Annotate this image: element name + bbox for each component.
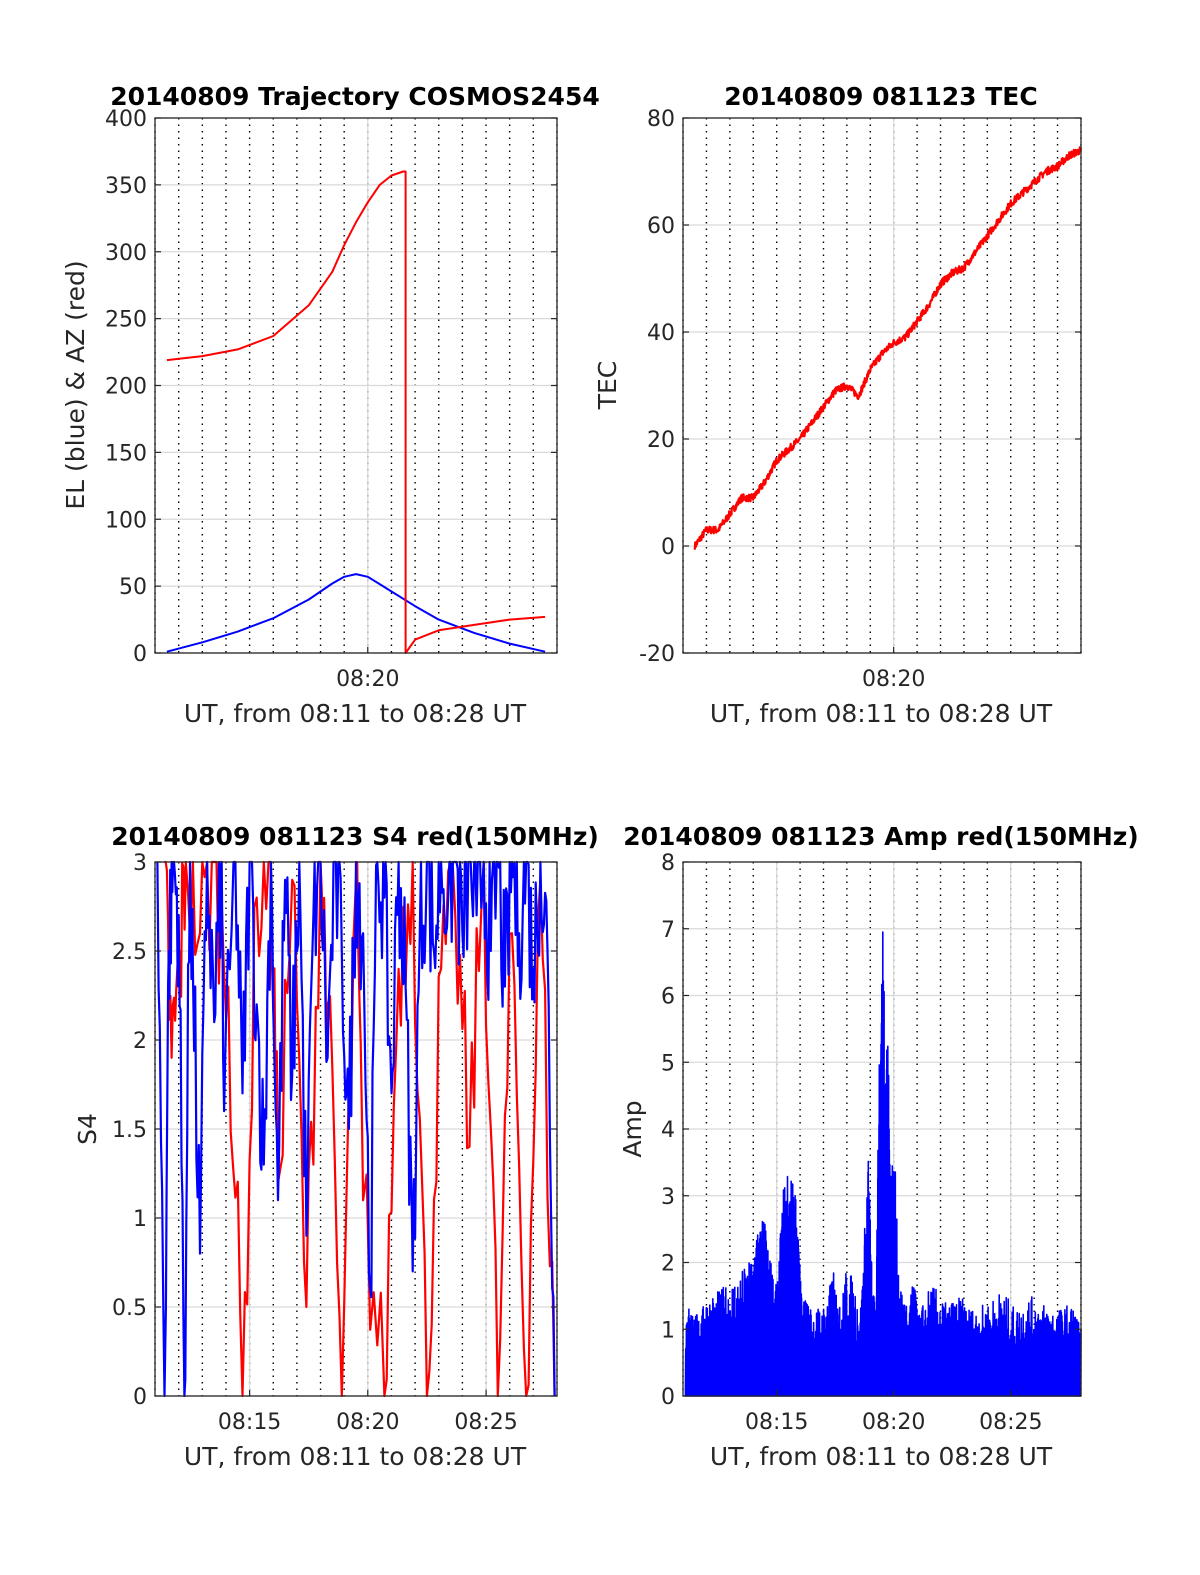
y-tick-label: 40 bbox=[647, 321, 675, 346]
y-tick-label: 0 bbox=[133, 1385, 147, 1410]
trajectory-title: 20140809 Trajectory COSMOS2454 bbox=[110, 82, 600, 111]
y-tick-label: 2 bbox=[661, 1252, 675, 1277]
y-tick-label: 0 bbox=[661, 535, 675, 560]
x-tick-label: 08:15 bbox=[218, 1410, 281, 1435]
y-tick-label: 80 bbox=[647, 107, 675, 132]
s4-y-axis-label: S4 bbox=[73, 1113, 102, 1145]
x-tick-label: 08:20 bbox=[862, 667, 925, 692]
x-tick-label: 08:15 bbox=[745, 1410, 808, 1435]
tec-y-axis-label: TEC bbox=[593, 361, 622, 411]
y-tick-label: 200 bbox=[105, 375, 147, 400]
y-tick-label: 400 bbox=[105, 107, 147, 132]
y-tick-label: 8 bbox=[661, 851, 675, 876]
y-tick-label: 3 bbox=[661, 1185, 675, 1210]
y-tick-label: 50 bbox=[119, 575, 147, 600]
trajectory-series-blue-line bbox=[166, 573, 546, 653]
y-tick-label: 1 bbox=[661, 1318, 675, 1343]
y-tick-label: 0 bbox=[133, 642, 147, 667]
trajectory-series-red-line bbox=[166, 170, 546, 654]
y-tick-label: 6 bbox=[661, 985, 675, 1010]
y-tick-label: 250 bbox=[105, 308, 147, 333]
y-tick-label: 20 bbox=[647, 428, 675, 453]
x-tick-label: 08:20 bbox=[336, 1410, 399, 1435]
y-tick-label: 2 bbox=[133, 1029, 147, 1054]
x-tick-label: 08:25 bbox=[454, 1410, 517, 1435]
y-tick-label: -20 bbox=[639, 642, 675, 667]
tec-x-axis-label: UT, from 08:11 to 08:28 UT bbox=[710, 699, 1053, 728]
y-tick-label: 7 bbox=[661, 918, 675, 943]
tec-series-red-line bbox=[693, 146, 1083, 550]
y-tick-label: 4 bbox=[661, 1118, 675, 1143]
y-tick-label: 5 bbox=[661, 1051, 675, 1076]
trajectory-x-axis-label: UT, from 08:11 to 08:28 UT bbox=[184, 699, 527, 728]
amp-x-axis-label: UT, from 08:11 to 08:28 UT bbox=[710, 1442, 1053, 1471]
tec-title: 20140809 081123 TEC bbox=[724, 82, 1037, 111]
y-tick-label: 0.5 bbox=[112, 1296, 147, 1321]
s4-series-blue-line bbox=[156, 860, 556, 1398]
trajectory-y-axis-label: EL (blue) & AZ (red) bbox=[61, 260, 90, 509]
y-tick-label: 1.5 bbox=[112, 1118, 147, 1143]
x-tick-label: 08:20 bbox=[862, 1410, 925, 1435]
x-tick-label: 08:25 bbox=[979, 1410, 1042, 1435]
amp-y-axis-label: Amp bbox=[618, 1100, 647, 1157]
s4-panel: 20140809 081123 S4 red(150MHz) UT, from … bbox=[73, 822, 599, 1471]
y-tick-label: 350 bbox=[105, 174, 147, 199]
trajectory-panel: 20140809 Trajectory COSMOS2454 UT, from … bbox=[61, 82, 600, 728]
y-tick-label: 150 bbox=[105, 441, 147, 466]
x-tick-label: 08:20 bbox=[336, 667, 399, 692]
tec-axes-frame bbox=[682, 117, 1082, 654]
amp-title: 20140809 081123 Amp red(150MHz) bbox=[623, 822, 1139, 851]
s4-x-axis-label: UT, from 08:11 to 08:28 UT bbox=[184, 1442, 527, 1471]
y-tick-label: 1 bbox=[133, 1207, 147, 1232]
y-tick-label: 300 bbox=[105, 241, 147, 266]
y-tick-label: 2.5 bbox=[112, 940, 147, 965]
y-tick-label: 100 bbox=[105, 508, 147, 533]
y-tick-label: 60 bbox=[647, 214, 675, 239]
amp-panel: 20140809 081123 Amp red(150MHz) UT, from… bbox=[618, 822, 1139, 1471]
tec-panel: 20140809 081123 TEC UT, from 08:11 to 08… bbox=[593, 82, 1083, 728]
s4-title: 20140809 081123 S4 red(150MHz) bbox=[111, 822, 599, 851]
y-tick-label: 3 bbox=[133, 851, 147, 876]
y-tick-label: 0 bbox=[661, 1385, 675, 1410]
